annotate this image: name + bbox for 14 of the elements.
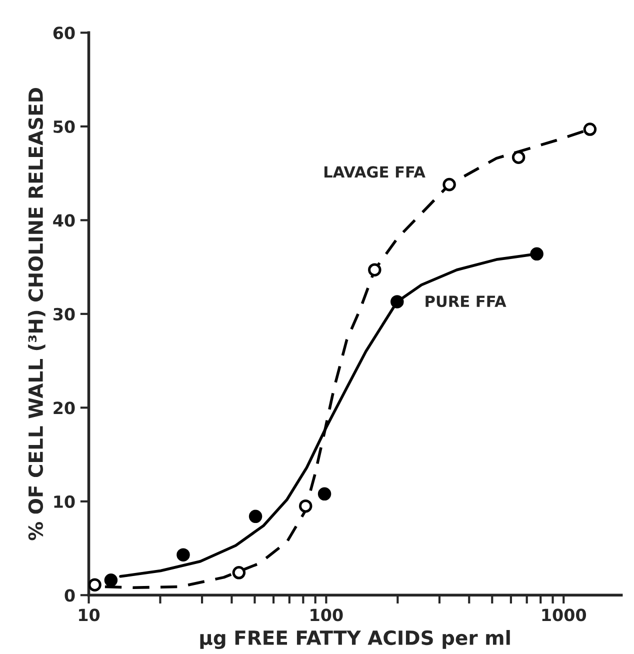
y-tick-label: 0 <box>64 589 75 602</box>
y-axis-title: % OF CELL WALL (³H) CHOLINE RELEASED <box>28 88 46 540</box>
annotation: LAVAGE FFA <box>324 166 426 178</box>
annotation: PURE FFA <box>426 296 506 308</box>
x-tick-label: 100 <box>310 608 343 622</box>
y-tick-label: 40 <box>53 214 75 227</box>
y-tick-label: 20 <box>54 402 75 414</box>
y-tick-label: 50 <box>54 120 75 134</box>
y-tick-label: 10 <box>54 495 75 508</box>
x-tick-label: 10 <box>79 608 100 622</box>
y-tick-label: 30 <box>53 308 75 320</box>
x-axis-title: µg FREE FATTY ACIDS per ml <box>200 630 510 649</box>
y-tick-label: 60 <box>53 26 75 40</box>
x-tick-label: 1000 <box>542 608 586 622</box>
